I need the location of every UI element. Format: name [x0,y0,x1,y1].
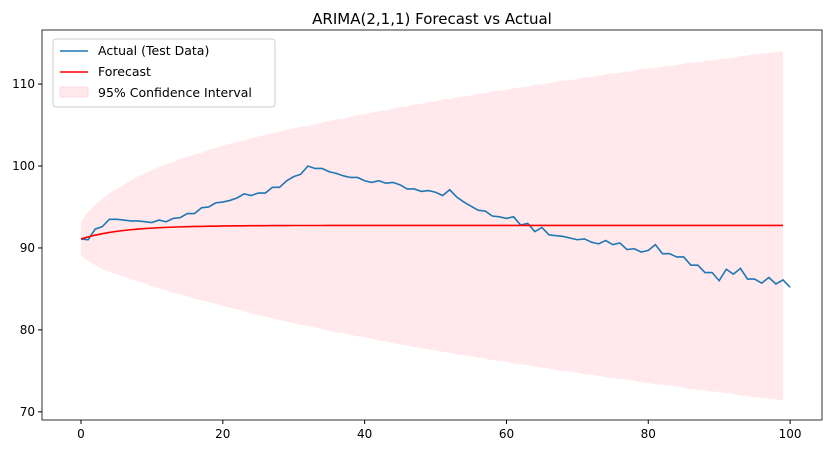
x-tick-label: 80 [641,427,656,441]
x-tick-label: 100 [779,427,802,441]
y-tick-label: 110 [12,77,35,91]
legend-actual-label: Actual (Test Data) [98,43,209,58]
legend-forecast-label: Forecast [98,64,151,79]
plot-frame [41,29,823,421]
legend-ci-swatch [59,86,89,98]
y-tick-label: 90 [20,241,35,255]
y-tick-label: 70 [20,405,35,419]
x-tick-label: 40 [357,427,372,441]
y-tick-label: 80 [20,323,35,337]
actual-line [80,165,791,288]
chart-title: ARIMA(2,1,1) Forecast vs Actual [312,10,552,28]
x-tick-label: 20 [215,427,230,441]
legend-ci-label: 95% Confidence Interval [98,85,252,100]
forecast-line [80,224,783,240]
y-tick-label: 100 [12,159,35,173]
x-tick-label: 60 [499,427,514,441]
legend: Actual (Test Data) Forecast 95% Confiden… [52,38,276,108]
x-tick-label: 0 [77,427,85,441]
